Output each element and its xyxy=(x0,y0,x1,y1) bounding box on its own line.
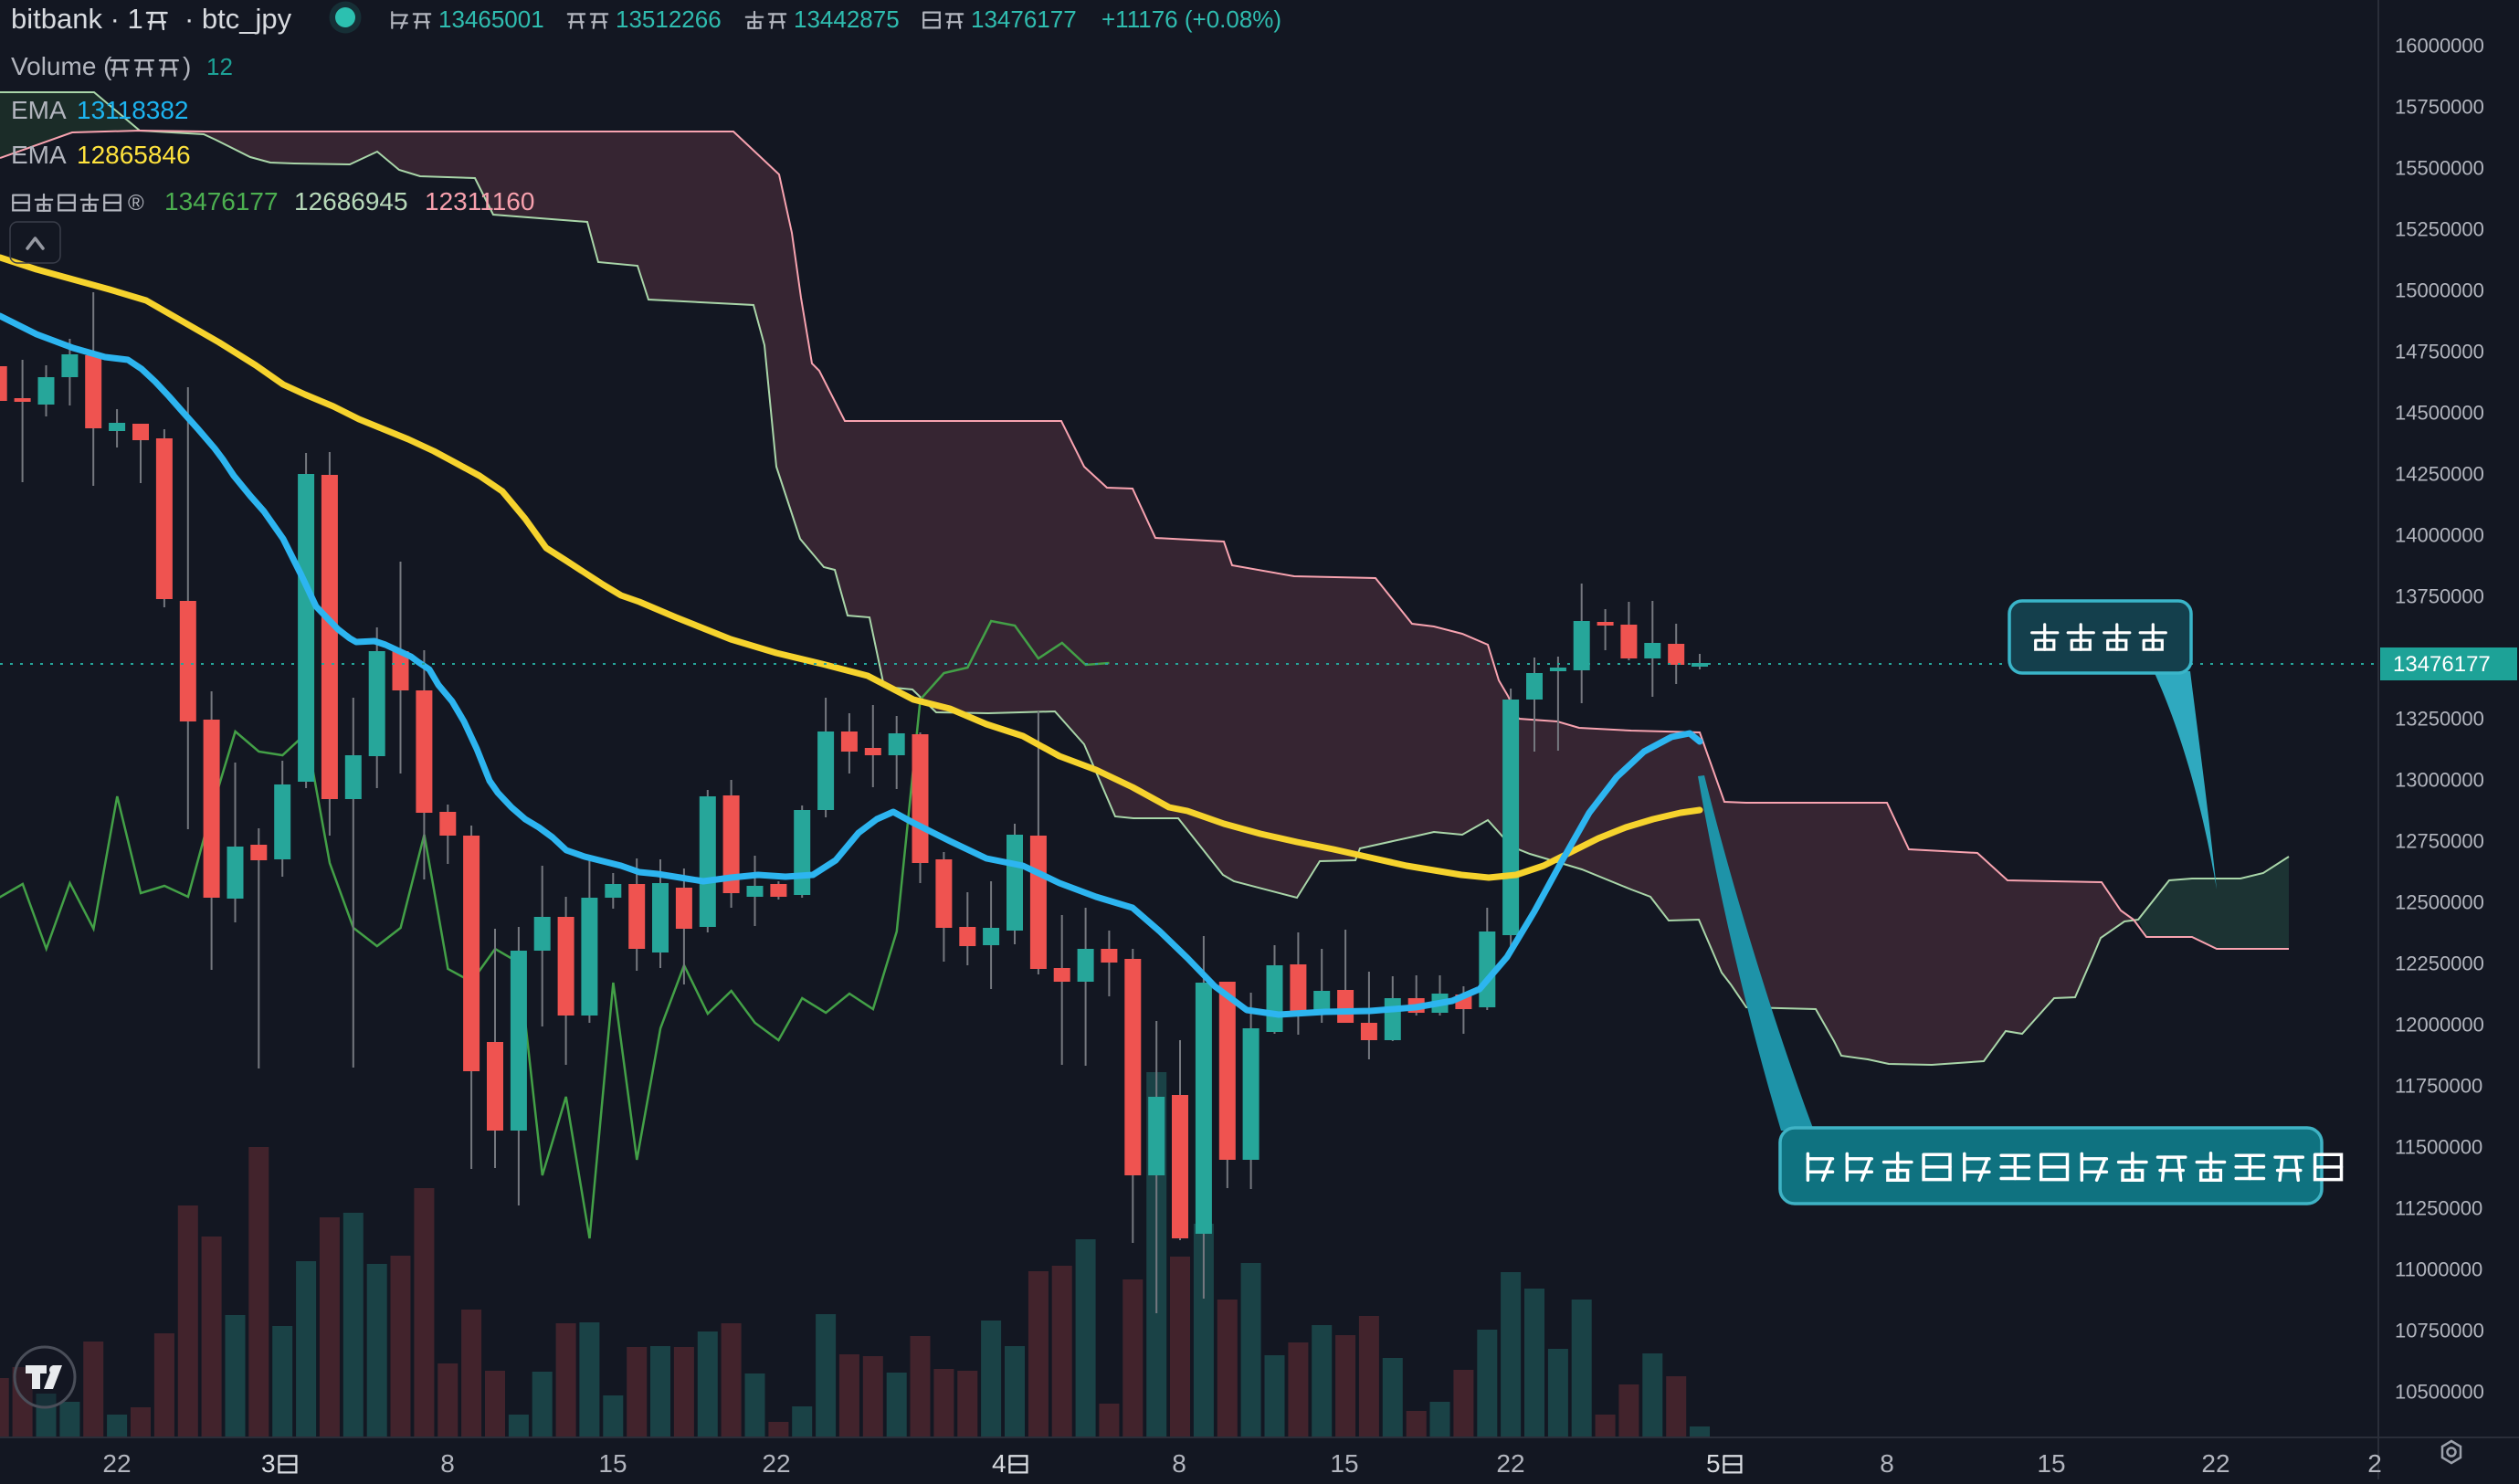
svg-text:22: 22 xyxy=(102,1449,131,1478)
svg-text:13442875: 13442875 xyxy=(794,5,900,33)
svg-text:22: 22 xyxy=(1496,1449,1524,1478)
svg-text:11750000: 11750000 xyxy=(2395,1075,2482,1098)
svg-text:®: ® xyxy=(128,191,144,216)
svg-text:5: 5 xyxy=(1706,1449,1721,1478)
svg-text:12500000: 12500000 xyxy=(2395,891,2484,914)
svg-text:4: 4 xyxy=(992,1449,1007,1478)
svg-text:3: 3 xyxy=(261,1449,276,1478)
svg-text:12: 12 xyxy=(206,53,233,80)
svg-text:13465001: 13465001 xyxy=(438,5,544,33)
svg-text:EMA: EMA xyxy=(11,96,67,124)
svg-text:11250000: 11250000 xyxy=(2395,1197,2482,1220)
svg-text:14500000: 14500000 xyxy=(2395,402,2484,425)
svg-text:12750000: 12750000 xyxy=(2395,830,2484,853)
svg-text:15: 15 xyxy=(2037,1449,2065,1478)
svg-text:13750000: 13750000 xyxy=(2395,585,2484,608)
svg-text:13476177: 13476177 xyxy=(971,5,1077,33)
svg-text:10750000: 10750000 xyxy=(2395,1320,2484,1342)
svg-text:14000000: 14000000 xyxy=(2395,524,2484,547)
svg-text:15000000: 15000000 xyxy=(2395,279,2484,302)
svg-text:15750000: 15750000 xyxy=(2395,96,2484,119)
svg-text:13250000: 13250000 xyxy=(2395,708,2484,731)
svg-text:): ) xyxy=(183,52,191,80)
svg-text:12311160: 12311160 xyxy=(425,187,534,216)
svg-text:10500000: 10500000 xyxy=(2395,1381,2484,1404)
svg-text:8: 8 xyxy=(1880,1449,1894,1478)
svg-text:+11176 (+0.08%): +11176 (+0.08%) xyxy=(1101,5,1281,33)
svg-text:22: 22 xyxy=(2201,1449,2229,1478)
svg-text:· btc_jpy: · btc_jpy xyxy=(184,3,292,35)
svg-text:EMA: EMA xyxy=(11,141,67,169)
svg-text:13476177: 13476177 xyxy=(164,187,279,216)
svg-text:12250000: 12250000 xyxy=(2395,952,2484,975)
svg-text:bitbank · 1: bitbank · 1 xyxy=(11,3,143,35)
svg-text:22: 22 xyxy=(762,1449,790,1478)
svg-text:11000000: 11000000 xyxy=(2395,1258,2482,1281)
svg-text:15: 15 xyxy=(598,1449,627,1478)
svg-text:8: 8 xyxy=(1172,1449,1186,1478)
svg-text:15250000: 15250000 xyxy=(2395,218,2484,241)
svg-text:13000000: 13000000 xyxy=(2395,769,2484,792)
svg-text:13512266: 13512266 xyxy=(616,5,722,33)
svg-text:12865846: 12865846 xyxy=(77,141,191,169)
svg-text:12000000: 12000000 xyxy=(2395,1014,2484,1037)
svg-text:16000000: 16000000 xyxy=(2395,35,2484,58)
svg-text:14750000: 14750000 xyxy=(2395,341,2484,363)
svg-text:8: 8 xyxy=(440,1449,455,1478)
svg-text:14250000: 14250000 xyxy=(2395,463,2484,486)
svg-text:13118382: 13118382 xyxy=(77,96,189,124)
svg-text:15500000: 15500000 xyxy=(2395,157,2484,180)
svg-text:13476177: 13476177 xyxy=(2393,652,2491,677)
svg-text:12686945: 12686945 xyxy=(294,187,408,216)
svg-text:Volume (: Volume ( xyxy=(11,52,112,80)
svg-text:15: 15 xyxy=(1330,1449,1358,1478)
svg-text:11500000: 11500000 xyxy=(2395,1136,2482,1159)
svg-text:2: 2 xyxy=(2367,1449,2382,1478)
